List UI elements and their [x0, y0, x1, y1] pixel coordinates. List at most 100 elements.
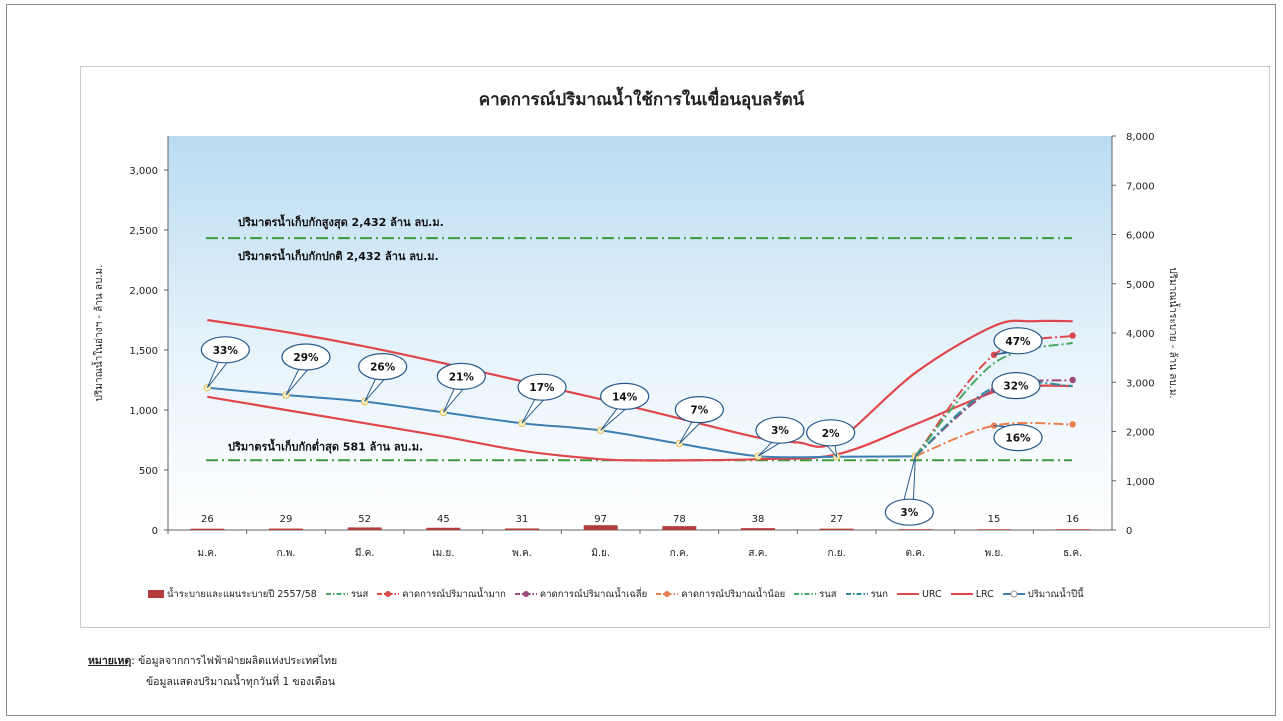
release-bar: [898, 529, 933, 530]
legend-label: รนส: [350, 588, 369, 600]
legend-item: รนก: [845, 587, 888, 602]
callout-bubble: [755, 416, 805, 444]
legend-swatch-marker: [664, 591, 671, 597]
y-left-tick-label: 1,500: [129, 346, 158, 357]
legend-swatch: [656, 591, 679, 597]
callout-bubble: [436, 362, 486, 390]
x-tick-label: มี.ค.: [355, 547, 375, 559]
callout-label: 33%: [213, 345, 239, 357]
series-line: [207, 318, 1073, 448]
callout-label: 29%: [293, 352, 319, 364]
footnote: หมายเหตุ: ข้อมูลจากการไฟฟ้าฝ่ายผลิตแห่งป…: [88, 652, 337, 669]
callout-label: 16%: [1005, 433, 1031, 445]
callout-bubble: [806, 419, 856, 447]
series-line: [914, 341, 1073, 457]
callout-label: 26%: [370, 362, 396, 374]
release-bar: [505, 528, 539, 530]
footnote-label: หมายเหตุ: [88, 655, 132, 667]
callout-bubble: [200, 336, 250, 364]
release-bar: [190, 528, 225, 530]
legend-label: น้ำระบายและแผนระบายปี 2557/58: [167, 588, 317, 600]
legend-swatch: [794, 593, 817, 595]
legend-swatch-marker: [1010, 590, 1018, 598]
callout-label: 32%: [1003, 381, 1029, 393]
series-point: [1069, 376, 1076, 384]
release-bar: [819, 528, 854, 530]
legend-swatch: [325, 593, 348, 595]
y-right-tick-label: 2,000: [1126, 428, 1155, 439]
legend-swatch: [896, 593, 919, 595]
reference-line-label: ปริมาตรน้ำเก็บกักสูงสุด 2,432 ล้าน ลบ.ม.: [238, 214, 444, 230]
x-tick-label: ก.ย.: [828, 548, 846, 559]
callout-bubble: [281, 343, 331, 371]
y-right-tick-label: 1,000: [1126, 477, 1155, 488]
callout-bubble: [993, 327, 1043, 355]
callout-label: 17%: [529, 382, 555, 394]
y-left-tick-label: 500: [139, 466, 158, 477]
reference-line-label: ปริมาตรน้ำเก็บกักต่ำสุด 581 ล้าน ลบ.ม.: [228, 438, 423, 454]
callout-bubble: [674, 396, 724, 424]
y-right-tick-label: 8,000: [1126, 132, 1155, 143]
legend-label: LRC: [975, 588, 994, 600]
callout-label: 14%: [612, 391, 638, 403]
callout-label: 7%: [690, 405, 708, 417]
legend-label: รนส: [819, 588, 837, 600]
series-line: [914, 421, 1073, 458]
legend-swatch: [1002, 590, 1025, 598]
x-tick-label: ส.ค.: [748, 548, 767, 559]
release-bar-label: 29: [280, 514, 293, 525]
callout-label: 3%: [900, 507, 918, 519]
footnote-text-2: ข้อมูลแสดงปริมาณน้ำทุกวันที่ 1 ของเดือน: [146, 676, 336, 688]
y-left-tick-label: 3,000: [129, 166, 158, 177]
release-bar-label: 97: [594, 514, 607, 525]
y-right-tick-label: 0: [1126, 526, 1132, 537]
x-tick-label: เม.ย.: [432, 548, 454, 559]
callout-bubble: [517, 373, 567, 401]
legend-item: คาดการณ์ปริมาณน้ำมาก: [377, 587, 506, 602]
y-right-tick-label: 6,000: [1126, 231, 1155, 242]
y-axis-right-title: ปริมาณน้ำระบาย - ล้าน ลบ.ม.: [1167, 267, 1181, 398]
release-bar-label: 27: [830, 514, 843, 525]
callout-bubble: [993, 424, 1043, 452]
x-tick-label: พ.ย.: [985, 548, 1004, 559]
callout-label: 2%: [822, 428, 840, 440]
release-bar-label: 52: [358, 514, 371, 525]
callout-bubble: [884, 498, 934, 526]
x-tick-label: ต.ค.: [906, 548, 926, 559]
chart-legend: น้ำระบายและแผนระบายปี 2557/58 รนส คาดการณ์…: [148, 586, 1093, 602]
release-bar: [1055, 529, 1090, 530]
series-line: [914, 380, 1073, 457]
legend-item: LRC: [950, 588, 994, 600]
legend-item: URC: [896, 588, 942, 600]
release-bar-label: 78: [673, 514, 686, 525]
release-bar-label: 38: [752, 514, 765, 525]
legend-label: URC: [921, 588, 942, 600]
x-tick-label: ก.พ.: [276, 548, 295, 559]
x-tick-label: พ.ค.: [512, 548, 532, 559]
legend-swatch-marker: [385, 591, 392, 597]
legend-swatch: [950, 593, 973, 595]
footnote-text-1: : ข้อมูลจากการไฟฟ้าฝ่ายผลิตแห่งประเทศไทย: [131, 655, 338, 667]
legend-label: คาดการณ์ปริมาณน้ำมาก: [402, 588, 506, 600]
series-line: [207, 386, 916, 459]
y-right-tick-label: 3,000: [1126, 378, 1155, 389]
release-bar-label: 31: [516, 514, 529, 525]
y-right-tick-label: 7,000: [1126, 181, 1155, 192]
y-right-tick-label: 5,000: [1126, 280, 1155, 291]
legend-swatch: [377, 591, 400, 597]
x-tick-label: ธ.ค.: [1063, 548, 1082, 559]
y-left-tick-label: 0: [152, 526, 158, 537]
legend-swatch-bar: [148, 590, 164, 598]
x-tick-label: ก.ค.: [670, 548, 689, 559]
legend-swatch: [148, 590, 164, 598]
legend-item: ปริมาณน้ำปีนี้: [1002, 587, 1084, 602]
y-left-tick-label: 2,000: [129, 286, 158, 297]
legend-item: น้ำระบายและแผนระบายปี 2557/58: [148, 587, 317, 602]
release-bar-label: 26: [201, 514, 214, 525]
y-axis-left-title: ปริมาณน้ำในอ่างฯ - ล้าน ลบ.ม.: [91, 265, 105, 402]
legend-swatch: [514, 591, 537, 597]
legend-item: คาดการณ์ปริมาณน้ำเฉลี่ย: [514, 587, 647, 602]
series-point: [1069, 421, 1076, 428]
callout-bubble: [991, 372, 1041, 400]
